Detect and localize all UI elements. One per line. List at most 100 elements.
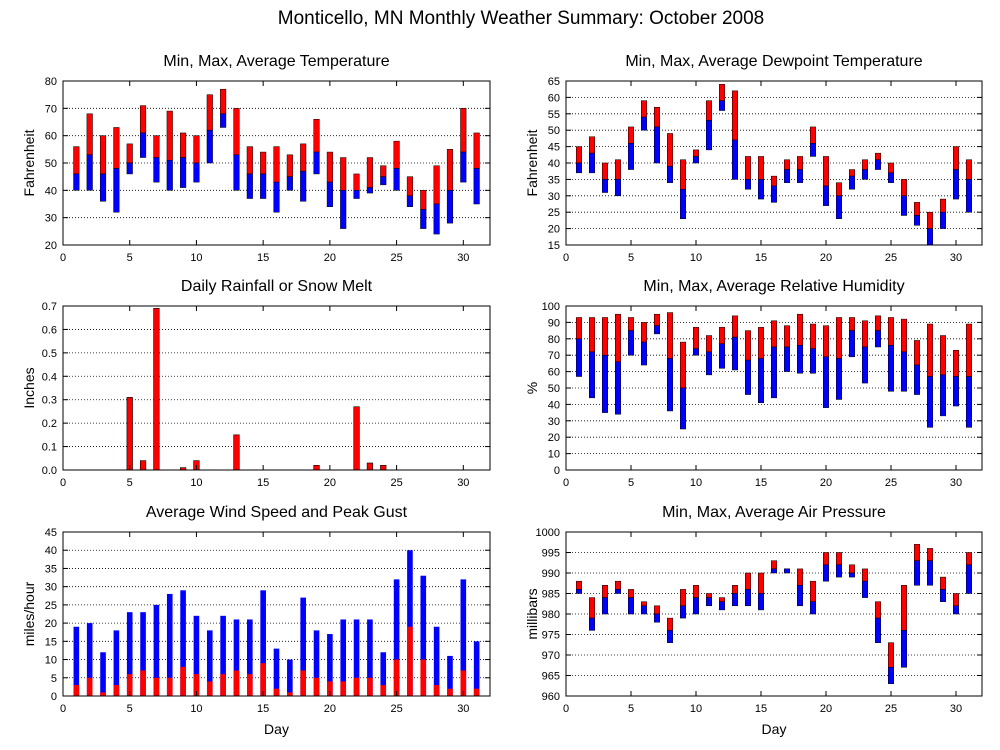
- avg-wind-bar: [367, 677, 373, 696]
- max-avg-bar: [875, 315, 881, 331]
- rain-bar: [313, 465, 320, 471]
- humidity-ytick-label: 10: [548, 449, 560, 461]
- max-avg-bar: [680, 159, 686, 190]
- max-avg-bar: [680, 341, 686, 389]
- rain-bar: [139, 460, 147, 471]
- dewpoint-xtick-label: 10: [690, 252, 702, 264]
- avg-min-bar: [473, 168, 480, 205]
- dewpoint-xtick-label: 20: [820, 252, 832, 264]
- max-avg-bar: [602, 317, 608, 356]
- rain-bar: [353, 406, 360, 471]
- avg-wind-bar: [113, 685, 120, 696]
- max-avg-bar: [153, 135, 160, 158]
- wind-ytick-label: 15: [45, 636, 57, 648]
- avg-min-bar: [166, 160, 173, 191]
- wind-ytick-label: 5: [51, 673, 57, 685]
- humidity-ytick-label: 80: [548, 334, 560, 346]
- max-avg-bar: [953, 350, 959, 377]
- max-avg-bar: [901, 318, 907, 353]
- avg-min-bar: [810, 348, 816, 374]
- wind-ytick-label: 45: [45, 527, 57, 539]
- wind-xtick-label: 15: [257, 703, 269, 715]
- figure-title: Monticello, MN Monthly Weather Summary: …: [278, 8, 764, 29]
- avg-min-bar: [286, 176, 293, 191]
- max-avg-bar: [771, 560, 777, 570]
- avg-min-bar: [113, 168, 120, 213]
- humidity-panel: Min, Max, Average Relative Humidity 0 10 20…: [524, 278, 983, 489]
- humidity-title: Min, Max, Average Relative Humidity: [643, 278, 904, 295]
- avg-min-bar: [353, 190, 360, 199]
- avg-min-bar: [602, 179, 608, 193]
- avg-min-bar: [273, 181, 280, 213]
- avg-min-bar: [745, 359, 751, 395]
- max-avg-bar: [667, 312, 673, 359]
- avg-wind-bar: [126, 674, 133, 696]
- max-avg-bar: [654, 106, 660, 128]
- avg-wind-bar: [460, 670, 467, 696]
- gust-bar: [233, 619, 240, 696]
- temperature-xtick-label: 20: [324, 252, 336, 264]
- pressure-ytick-label: 980: [542, 609, 560, 621]
- dewpoint-ytick-label: 50: [548, 125, 560, 137]
- avg-min-bar: [420, 209, 427, 229]
- avg-min-bar: [901, 195, 907, 216]
- rain-bar: [233, 434, 240, 471]
- max-avg-bar: [875, 601, 881, 619]
- avg-min-bar: [875, 330, 881, 348]
- max-avg-bar: [719, 597, 725, 602]
- avg-min-bar: [862, 169, 868, 180]
- max-avg-bar: [233, 108, 240, 156]
- avg-min-bar: [706, 351, 712, 376]
- rainfall-ytick-label: 0.7: [42, 301, 57, 313]
- humidity-xtick-label: 15: [755, 477, 767, 489]
- max-avg-bar: [732, 585, 738, 594]
- wind-xlabel: Day: [264, 721, 289, 737]
- max-avg-bar: [797, 156, 803, 170]
- max-avg-bar: [246, 146, 253, 175]
- max-avg-bar: [693, 327, 699, 349]
- wind-ytick-label: 30: [45, 582, 57, 594]
- max-avg-bar: [326, 151, 333, 183]
- dewpoint-xtick-label: 0: [563, 252, 569, 264]
- max-avg-bar: [953, 593, 959, 607]
- avg-wind-bar: [420, 659, 427, 696]
- avg-wind-bar: [153, 677, 160, 696]
- avg-min-bar: [126, 162, 133, 175]
- temperature-xtick-label: 25: [390, 252, 402, 264]
- max-avg-bar: [589, 317, 595, 353]
- rainfall-xtick-label: 25: [390, 477, 402, 489]
- avg-min-bar: [836, 564, 842, 578]
- wind-ytick-label: 40: [45, 545, 57, 557]
- avg-min-bar: [719, 343, 725, 369]
- avg-min-bar: [849, 330, 855, 358]
- pressure-ytick-label: 975: [542, 630, 560, 642]
- gust-bar: [380, 652, 387, 696]
- dewpoint-ytick-label: 65: [548, 76, 560, 88]
- avg-min-bar: [680, 387, 686, 430]
- avg-min-bar: [953, 169, 959, 200]
- avg-wind-bar: [393, 659, 400, 696]
- pressure-ytick-label: 990: [542, 568, 560, 580]
- avg-min-bar: [628, 143, 634, 170]
- max-avg-bar: [220, 88, 227, 115]
- avg-min-bar: [823, 185, 829, 206]
- max-avg-bar: [420, 190, 427, 210]
- avg-min-bar: [366, 187, 373, 194]
- rainfall-panel: Daily Rainfall or Snow Melt 0.0 0.1 0.2 0.3 0…: [21, 278, 491, 489]
- avg-min-bar: [771, 185, 777, 203]
- max-avg-bar: [667, 133, 673, 167]
- max-avg-bar: [823, 156, 829, 187]
- gust-bar: [260, 590, 266, 696]
- avg-min-bar: [233, 154, 240, 191]
- gust-bar: [86, 623, 93, 696]
- avg-min-bar: [693, 597, 699, 615]
- rain-bar: [380, 465, 387, 471]
- avg-min-bar: [836, 358, 842, 400]
- gust-bar: [393, 579, 400, 696]
- temperature-xtick-label: 0: [60, 252, 66, 264]
- wind-ytick-label: 0: [51, 691, 57, 703]
- avg-min-bar: [576, 162, 582, 174]
- wind-xtick-label: 20: [324, 703, 336, 715]
- max-avg-bar: [888, 642, 894, 668]
- gust-bar: [460, 579, 467, 696]
